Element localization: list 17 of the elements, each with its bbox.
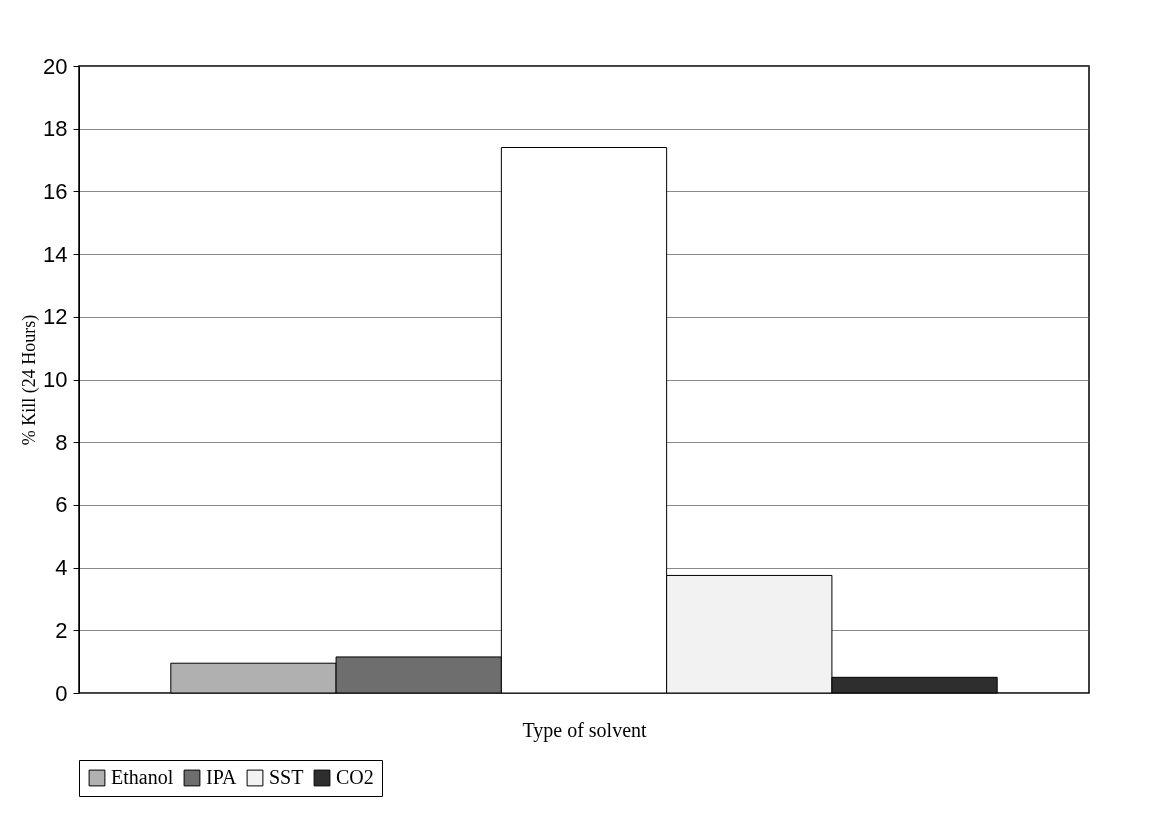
y-tick-label: 2 xyxy=(55,617,68,643)
y-tick-label: 18 xyxy=(43,116,68,142)
y-tick-label: 4 xyxy=(55,555,68,581)
y-tick-label: 8 xyxy=(55,429,68,455)
y-tick-label: 10 xyxy=(43,367,68,392)
x-axis-title: Type of solvent xyxy=(522,718,647,742)
legend-label: CO2 xyxy=(336,766,374,788)
legend-label: Ethanol xyxy=(111,766,174,788)
y-tick-label: 16 xyxy=(43,178,68,204)
y-tick-label: 14 xyxy=(43,241,68,267)
y-tick-label: 20 xyxy=(43,53,68,79)
legend-label: IPA xyxy=(206,766,237,788)
y-tick-label: 0 xyxy=(55,680,68,706)
y-tick-label: 6 xyxy=(55,492,68,518)
y-tick-label: 12 xyxy=(43,304,68,330)
y-axis-title: % Kill (24 Hours) xyxy=(19,314,41,446)
legend-label: SST xyxy=(269,766,304,788)
